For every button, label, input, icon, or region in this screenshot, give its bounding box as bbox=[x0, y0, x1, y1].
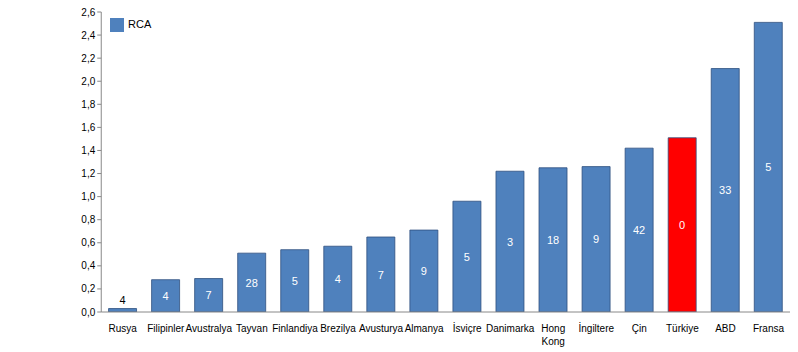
svg-text:0,8: 0,8 bbox=[81, 214, 95, 225]
svg-text:Finlandiya: Finlandiya bbox=[272, 323, 318, 334]
svg-text:Filipinler: Filipinler bbox=[147, 323, 185, 334]
svg-text:5: 5 bbox=[292, 275, 298, 287]
html-text:RCA: RCA bbox=[128, 18, 152, 30]
svg-text:0,6: 0,6 bbox=[81, 237, 95, 248]
svg-text:Avusturya: Avusturya bbox=[359, 323, 404, 334]
svg-text:1,6: 1,6 bbox=[81, 122, 95, 133]
svg-text:Tayvan: Tayvan bbox=[236, 323, 268, 334]
svg-text:Almanya: Almanya bbox=[405, 323, 444, 334]
svg-text:2,4: 2,4 bbox=[81, 30, 95, 41]
svg-text:İngiltere: İngiltere bbox=[578, 322, 614, 334]
svg-text:3: 3 bbox=[507, 236, 513, 248]
svg-text:2,6: 2,6 bbox=[81, 7, 95, 18]
svg-text:0: 0 bbox=[679, 219, 685, 231]
svg-text:0,4: 0,4 bbox=[81, 260, 95, 271]
svg-text:1,4: 1,4 bbox=[81, 145, 95, 156]
svg-text:0,2: 0,2 bbox=[81, 283, 95, 294]
svg-text:2,2: 2,2 bbox=[81, 53, 95, 64]
svg-text:1,8: 1,8 bbox=[81, 99, 95, 110]
svg-text:4: 4 bbox=[163, 290, 169, 302]
svg-text:ABD: ABD bbox=[715, 323, 736, 334]
svg-text:33: 33 bbox=[719, 184, 731, 196]
svg-text:Türkiye: Türkiye bbox=[666, 323, 699, 334]
svg-text:Rusya: Rusya bbox=[109, 323, 138, 334]
svg-text:4: 4 bbox=[335, 273, 341, 285]
svg-text:28: 28 bbox=[246, 277, 258, 289]
svg-text:İsviçre: İsviçre bbox=[453, 322, 482, 334]
svg-text:4: 4 bbox=[119, 294, 125, 306]
svg-text:5: 5 bbox=[765, 161, 771, 173]
svg-text:42: 42 bbox=[633, 224, 645, 236]
svg-text:0,0: 0,0 bbox=[81, 307, 95, 318]
svg-text:1,0: 1,0 bbox=[81, 191, 95, 202]
svg-text:18: 18 bbox=[547, 234, 559, 246]
svg-text:Fransa: Fransa bbox=[753, 323, 785, 334]
svg-text:1,2: 1,2 bbox=[81, 168, 95, 179]
svg-text:5: 5 bbox=[464, 251, 470, 263]
svg-text:7: 7 bbox=[206, 289, 212, 301]
svg-text:Çin: Çin bbox=[632, 323, 647, 334]
svg-text:9: 9 bbox=[421, 265, 427, 277]
svg-text:Brezilya: Brezilya bbox=[320, 323, 356, 334]
svg-text:7: 7 bbox=[378, 269, 384, 281]
svg-text:Avustralya: Avustralya bbox=[186, 323, 233, 334]
svg-text:Danimarka: Danimarka bbox=[486, 323, 535, 334]
svg-text:9: 9 bbox=[593, 233, 599, 245]
svg-text:HongKong: HongKong bbox=[541, 323, 565, 347]
svg-text:2,0: 2,0 bbox=[81, 76, 95, 87]
